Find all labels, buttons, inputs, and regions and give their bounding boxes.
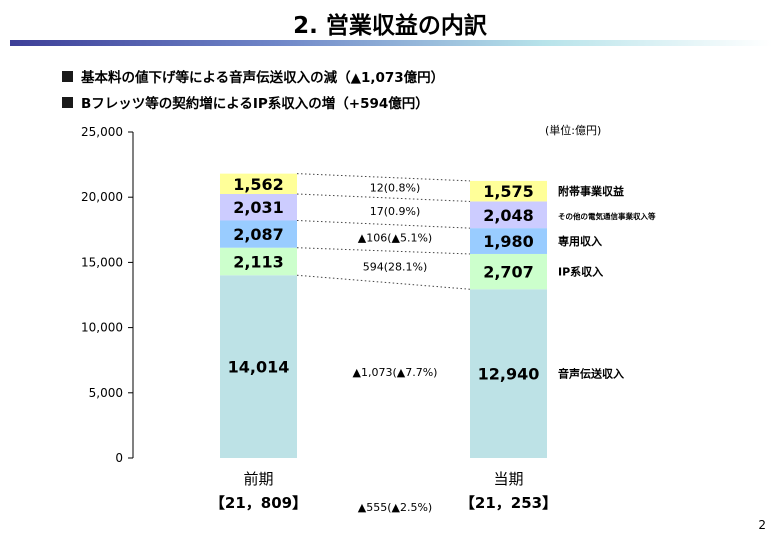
connector-line: [296, 193, 471, 202]
y-tick-label: 0: [115, 451, 123, 465]
bar-segment: [220, 220, 297, 248]
legend-label: 専用収入: [558, 234, 602, 248]
legend-label: その他の電気通信事業収入等: [558, 211, 656, 221]
category-label: 当期: [493, 470, 523, 488]
bullet-square-icon: [62, 70, 73, 82]
bar-value-label: 1,980: [483, 232, 534, 251]
bar-segment: [470, 289, 547, 458]
page-number: 2: [758, 518, 766, 532]
bullet-voice-decrease: 基本料の値下げ等による音声伝送収入の減（▲1,073億円）: [62, 66, 444, 86]
y-tick-label: 25,000: [81, 125, 123, 139]
connector-line: [296, 274, 471, 290]
category-label: 前期: [243, 470, 273, 488]
bar-segment: [470, 180, 547, 202]
legend-label: IP系収入: [558, 265, 603, 279]
category-total: 【21，809】: [210, 494, 307, 512]
connector-line: [296, 173, 471, 182]
category-total: 【21，253】: [460, 494, 557, 512]
bullet-text: 基本料の値下げ等による音声伝送収入の減（▲1,073億円）: [81, 70, 445, 86]
bullet-ip-increase: Bフレッツ等の契約増によるIP系収入の増（+594億円）: [62, 92, 429, 112]
bar-value-label: 1,562: [233, 175, 284, 194]
connector-line: [296, 219, 471, 229]
bar-value-label: 2,707: [483, 263, 534, 282]
bar-value-label: 2,113: [233, 252, 284, 271]
connector-line: [296, 247, 471, 255]
change-annotation: ▲1,073(▲7.7%): [353, 366, 438, 379]
bar-value-label: 12,940: [478, 365, 540, 384]
y-tick-label: 10,000: [81, 321, 123, 335]
y-tick-label: 15,000: [81, 255, 123, 269]
bar-segment: [470, 201, 547, 229]
bullet-text: Bフレッツ等の契約増によるIP系収入の増（+594億円）: [81, 96, 429, 112]
change-annotation: 17(0.9%): [370, 205, 421, 218]
total-change-annotation: ▲555(▲2.5%): [358, 501, 432, 514]
change-annotation: 594(28.1%): [363, 261, 428, 274]
y-tick-label: 5,000: [89, 386, 123, 400]
bar-segment: [220, 247, 297, 276]
bar-value-label: 1,575: [483, 182, 534, 201]
bar-segment: [470, 253, 547, 290]
legend-label: 音声伝送収入: [558, 367, 624, 381]
bar-segment: [220, 173, 297, 195]
change-annotation: 12(0.8%): [370, 181, 421, 194]
title-underline: [10, 40, 772, 46]
bar-segment: [470, 228, 547, 254]
bar-value-label: 14,014: [228, 358, 290, 377]
slide-title: 2. 営業収益の内訳: [293, 13, 487, 39]
bar-value-label: 2,048: [483, 206, 534, 225]
y-tick-label: 20,000: [81, 190, 123, 204]
unit-label: (単位:億円): [545, 123, 601, 137]
bar-value-label: 2,031: [233, 198, 284, 217]
bar-segment: [220, 275, 297, 458]
bullet-square-icon: [62, 96, 73, 108]
legend-label: 附帯事業収益: [558, 184, 624, 198]
change-annotation: ▲106(▲5.1%): [358, 232, 432, 245]
bar-segment: [220, 194, 297, 221]
bar-value-label: 2,087: [233, 225, 284, 244]
